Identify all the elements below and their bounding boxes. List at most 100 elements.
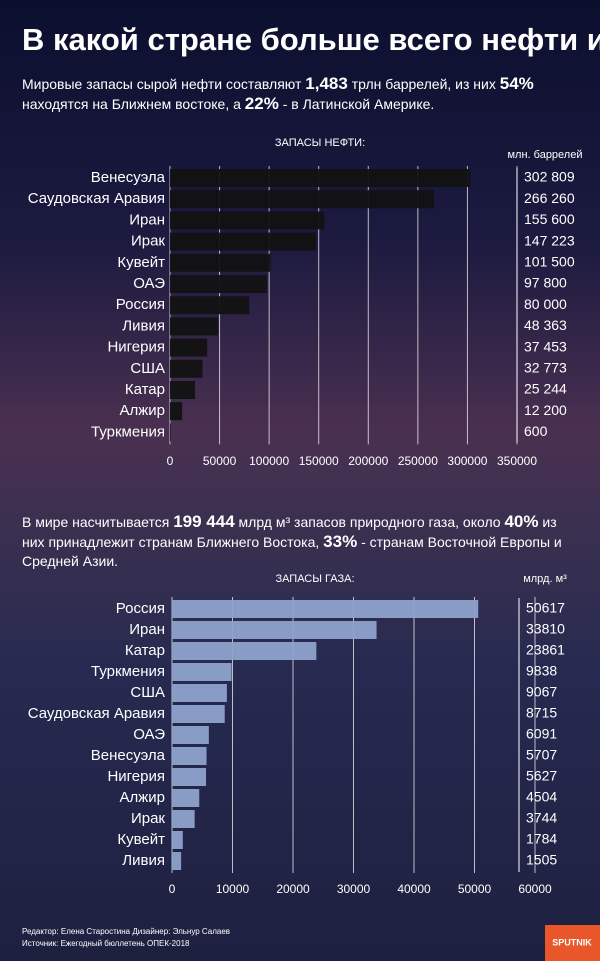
- footer-text: Редактор: Елена Старостина Дизайнер: Эль…: [22, 927, 230, 936]
- x-tick-label: 300000: [447, 454, 487, 468]
- bar: [172, 726, 209, 744]
- value-label: 266 260: [524, 190, 575, 206]
- text: - странам Восточной Европы и Средней Ази…: [22, 534, 562, 569]
- value-label: 3744: [526, 810, 557, 826]
- bar: [170, 423, 171, 442]
- bar: [172, 747, 207, 765]
- bar: [170, 275, 267, 293]
- text: находятся на Ближнем востоке, а: [22, 96, 245, 112]
- page-title: В какой стране больше всего нефти и газа: [22, 22, 600, 57]
- bar: [172, 852, 182, 870]
- value-label: 80 000: [524, 296, 567, 312]
- chart-title: ЗАПАСЫ ГАЗА:: [275, 573, 354, 585]
- bar: [172, 684, 227, 702]
- bar: [170, 253, 271, 272]
- category-label: Россия: [116, 296, 165, 313]
- x-tick-label: 150000: [299, 454, 339, 468]
- value-label: 1505: [526, 852, 557, 868]
- bar: [172, 789, 200, 807]
- intro-oil: Мировые запасы сырой нефти составляют 1,…: [22, 74, 582, 114]
- value-label: 37 453: [524, 338, 567, 354]
- x-tick-label: 30000: [337, 882, 371, 896]
- category-label: Кувейт: [117, 831, 165, 848]
- x-tick-label: 50000: [203, 454, 237, 468]
- category-label: Ирак: [131, 233, 165, 250]
- x-tick-label: 350000: [497, 454, 537, 468]
- value-label: 97 800: [524, 275, 567, 291]
- category-label: Ливия: [122, 317, 165, 334]
- category-label: Катар: [125, 642, 165, 659]
- value-label: 600: [524, 423, 548, 439]
- highlight: 22%: [244, 94, 279, 113]
- x-tick-label: 10000: [216, 882, 250, 896]
- category-label: Ливия: [122, 852, 165, 869]
- value-label: 4504: [526, 789, 557, 805]
- text: из них принадлежит странам Ближнего Вост…: [22, 514, 557, 550]
- text: В мире насчитывается: [22, 514, 174, 530]
- value-label: 9067: [526, 684, 557, 700]
- x-tick-label: 60000: [518, 882, 552, 896]
- value-label: 50617: [526, 600, 565, 616]
- category-label: Нигерия: [107, 339, 165, 356]
- category-label: Туркмения: [91, 663, 165, 680]
- x-tick-label: 0: [169, 882, 176, 896]
- value-label: 33810: [526, 621, 565, 637]
- bar: [172, 642, 317, 660]
- value-label: 1784: [526, 831, 557, 847]
- bar: [170, 296, 250, 315]
- x-tick-label: 40000: [397, 882, 431, 896]
- value-label: 302 809: [524, 169, 575, 185]
- bar: [170, 317, 218, 336]
- category-label: США: [130, 684, 165, 701]
- x-tick-label: 50000: [458, 882, 492, 896]
- value-label: 32 773: [524, 360, 567, 376]
- bar: [172, 831, 183, 849]
- value-label: 8715: [526, 705, 557, 721]
- intro-gas: В мире насчитывается 199 444 млрд м³ зап…: [22, 512, 582, 571]
- x-tick-label: 0: [167, 454, 174, 468]
- category-label: Иран: [129, 211, 165, 228]
- category-label: Саудовская Аравия: [28, 190, 165, 207]
- bar: [172, 768, 207, 786]
- value-label: 6091: [526, 726, 557, 742]
- value-label: 5707: [526, 747, 557, 763]
- category-label: Венесуэла: [91, 747, 166, 764]
- bar: [172, 600, 479, 618]
- bar: [170, 338, 208, 357]
- bar: [170, 211, 325, 230]
- bar: [170, 169, 471, 187]
- footer-text: Источник: Ежегодный бюллетень ОПЕК-2018: [22, 939, 190, 948]
- category-label: ОАЭ: [133, 275, 165, 292]
- value-label: 155 600: [524, 211, 575, 227]
- value-label: 5627: [526, 768, 557, 784]
- category-label: Нигерия: [107, 768, 165, 785]
- text: Мировые запасы сырой нефти составляют: [22, 76, 306, 92]
- x-tick-label: 250000: [398, 454, 438, 468]
- category-label: Иран: [129, 621, 165, 638]
- chart-title: ЗАПАСЫ НЕФТИ:: [275, 137, 365, 149]
- bar: [170, 381, 196, 399]
- logo: SPUTNIK: [552, 937, 592, 947]
- highlight: 33%: [323, 532, 358, 551]
- x-tick-label: 20000: [276, 882, 310, 896]
- bar: [170, 359, 203, 378]
- category-label: Алжир: [119, 402, 165, 419]
- text: - в Латинской Америке.: [278, 96, 435, 112]
- category-label: Россия: [116, 600, 165, 617]
- category-label: Туркмения: [91, 423, 165, 440]
- bar: [172, 621, 377, 639]
- category-label: ОАЭ: [133, 726, 165, 743]
- category-label: Алжир: [119, 789, 165, 806]
- value-label: 147 223: [524, 232, 575, 248]
- category-label: Саудовская Аравия: [28, 705, 165, 722]
- x-tick-label: 100000: [249, 454, 289, 468]
- category-label: Катар: [125, 381, 165, 398]
- value-label: 48 363: [524, 317, 567, 333]
- unit-label: млрд. м³: [523, 573, 567, 585]
- bar: [172, 705, 225, 723]
- highlight: 40%: [504, 512, 539, 531]
- unit-label: млн. баррелей: [507, 149, 582, 161]
- bar: [170, 402, 183, 421]
